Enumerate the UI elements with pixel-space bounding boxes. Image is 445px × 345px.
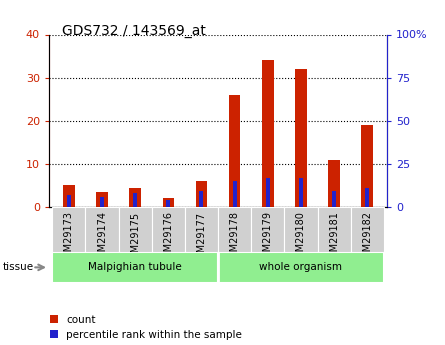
Bar [284,207,318,252]
Text: GSM29181: GSM29181 [329,211,339,264]
Bar [251,207,284,252]
Bar [100,197,104,207]
Text: GSM29178: GSM29178 [230,211,239,265]
Bar [162,198,174,207]
Text: GSM29176: GSM29176 [163,211,173,265]
Bar [199,191,203,207]
Text: GSM29175: GSM29175 [130,211,140,265]
Bar [152,207,185,252]
Bar [295,69,307,207]
Bar [118,207,152,252]
Text: GSM29179: GSM29179 [263,211,273,265]
Bar [266,178,270,207]
Bar [218,207,251,252]
Text: GSM29182: GSM29182 [362,211,372,265]
Bar [185,207,218,252]
Bar [129,188,141,207]
Legend: count, percentile rank within the sample: count, percentile rank within the sample [50,315,242,340]
Bar [133,193,137,207]
Text: GSM29180: GSM29180 [296,211,306,264]
Bar [52,252,218,283]
Bar [299,178,303,207]
Bar [262,60,274,207]
Bar [229,95,240,207]
Bar [85,207,118,252]
Bar [318,207,351,252]
Text: Malpighian tubule: Malpighian tubule [88,263,182,272]
Bar [361,125,373,207]
Bar [52,207,85,252]
Text: tissue: tissue [2,263,33,272]
Text: GSM29177: GSM29177 [197,211,206,265]
Bar [233,181,237,207]
Bar [196,181,207,207]
Text: GDS732 / 143569_at: GDS732 / 143569_at [62,24,206,38]
Text: GSM29174: GSM29174 [97,211,107,265]
Bar [328,159,340,207]
Text: whole organism: whole organism [259,263,343,272]
Bar [166,200,170,207]
Bar [351,207,384,252]
Bar [63,186,75,207]
Bar [332,191,336,207]
Bar [365,188,369,207]
Text: GSM29173: GSM29173 [64,211,74,265]
Bar [218,252,384,283]
Bar [96,192,108,207]
Bar [67,195,71,207]
